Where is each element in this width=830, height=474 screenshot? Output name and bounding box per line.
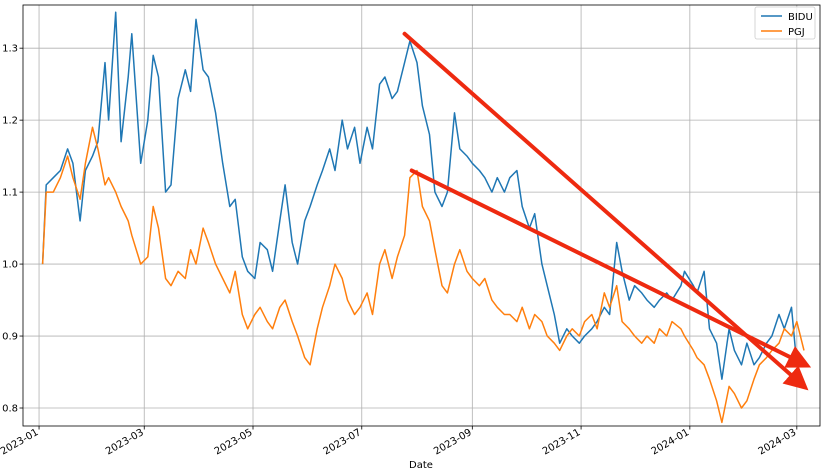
y-tick-label: 1.0 [2, 260, 18, 271]
plot-frame [22, 4, 821, 427]
y-tick-label: 1.3 [2, 44, 18, 55]
legend: BIDU PGJ [754, 6, 816, 40]
x-axis-label: Date [409, 460, 433, 471]
y-tick-label: 0.8 [2, 404, 18, 415]
y-tick-label: 0.9 [2, 332, 18, 343]
series-line-pgj [41, 126, 805, 424]
legend-label-bidu: BIDU [788, 12, 813, 23]
annotation-arrow-2 [409, 168, 812, 368]
annotation-layer [402, 31, 812, 391]
y-tick-label: 1.2 [2, 116, 18, 127]
series-layer [41, 11, 805, 424]
legend-label-pgj: PGJ [788, 27, 805, 38]
y-axis-ticks: 0.8 0.9 1.0 1.1 1.2 1.3 [2, 44, 23, 415]
y-tick-label: 1.1 [2, 188, 18, 199]
annotation-arrow-1 [402, 31, 809, 391]
series-line-bidu [41, 11, 805, 387]
